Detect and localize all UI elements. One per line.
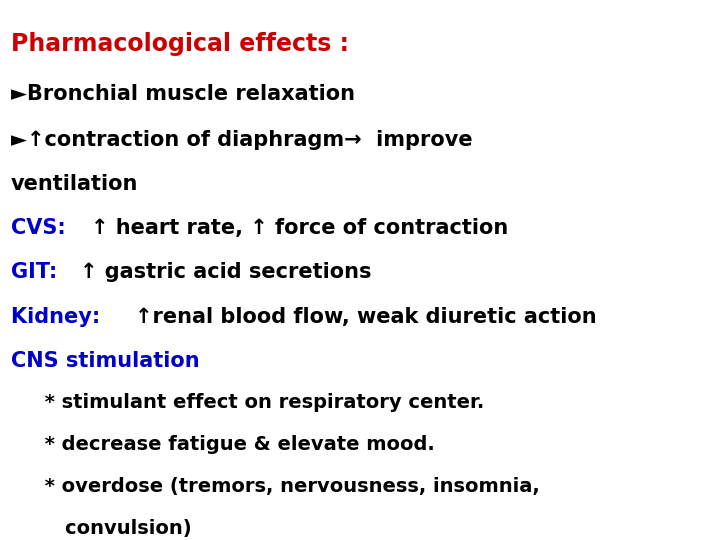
Text: ↑renal blood flow, weak diuretic action: ↑renal blood flow, weak diuretic action [135, 307, 597, 327]
Text: * decrease fatigue & elevate mood.: * decrease fatigue & elevate mood. [11, 435, 435, 454]
Text: * stimulant effect on respiratory center.: * stimulant effect on respiratory center… [11, 393, 484, 412]
Text: ►Bronchial muscle relaxation: ►Bronchial muscle relaxation [11, 84, 355, 104]
Text: GIT:: GIT: [11, 262, 64, 282]
Text: CVS:: CVS: [11, 218, 73, 238]
Text: ventilation: ventilation [11, 174, 138, 194]
Text: ↑ heart rate, ↑ force of contraction: ↑ heart rate, ↑ force of contraction [91, 218, 508, 238]
Text: Kidney:: Kidney: [11, 307, 107, 327]
Text: ↑ gastric acid secretions: ↑ gastric acid secretions [80, 262, 372, 282]
Text: * overdose (tremors, nervousness, insomnia,: * overdose (tremors, nervousness, insomn… [11, 477, 539, 496]
Text: Pharmacological effects :: Pharmacological effects : [11, 32, 348, 56]
Text: convulsion): convulsion) [11, 519, 192, 538]
Text: ►↑contraction of diaphragm→  improve: ►↑contraction of diaphragm→ improve [11, 130, 472, 150]
Text: CNS stimulation: CNS stimulation [11, 351, 199, 371]
